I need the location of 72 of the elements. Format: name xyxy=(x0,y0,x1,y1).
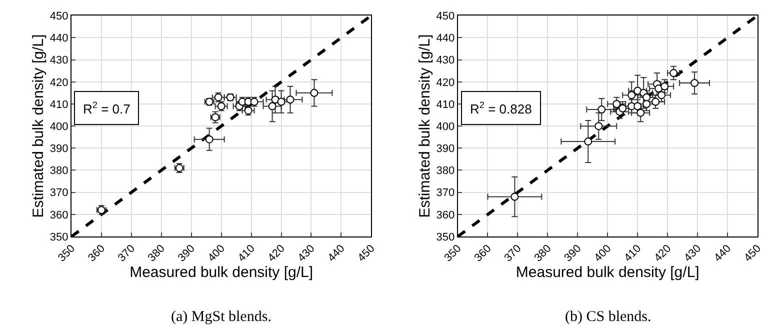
y-axis-title: Estimated bulk density [g/L] xyxy=(416,34,434,218)
x-tick-label: 390 xyxy=(176,242,198,264)
y-axis-title: Estimated bulk density [g/L] xyxy=(30,34,48,218)
x-tick-label: 360 xyxy=(86,242,108,264)
x-tick-label: 390 xyxy=(562,242,584,264)
annotation: R$^{2}$ = 0.7 xyxy=(83,100,130,116)
point xyxy=(634,102,642,110)
point xyxy=(642,93,651,102)
x-axis-title: Measured bulk density [g/L] xyxy=(516,264,700,282)
y-tick-label: 410 xyxy=(50,98,68,111)
x-tick-label: 420 xyxy=(266,242,288,264)
y-tick-label: 450 xyxy=(50,10,68,22)
y-tick-label: 350 xyxy=(50,231,68,244)
x-tick-label: 400 xyxy=(592,242,614,264)
y-tick-label: 440 xyxy=(50,32,68,45)
y-tick-label: 420 xyxy=(436,76,455,89)
point xyxy=(277,98,286,106)
point xyxy=(670,69,678,78)
point xyxy=(205,135,214,144)
point xyxy=(310,88,318,97)
y-tick-label: 360 xyxy=(50,209,68,222)
y-tick-label: 360 xyxy=(436,209,455,222)
point xyxy=(594,122,603,130)
point xyxy=(636,108,645,117)
x-tick-label: 380 xyxy=(532,242,554,264)
y-tick-label: 380 xyxy=(50,165,68,178)
x-tick-label: 430 xyxy=(682,242,704,264)
x-tick-label: 370 xyxy=(502,242,524,264)
point xyxy=(268,102,276,110)
point xyxy=(652,98,660,106)
y-tick-label: 410 xyxy=(436,98,455,111)
y-tick-label: 390 xyxy=(436,143,455,156)
point xyxy=(660,82,669,90)
y-tick-label: 430 xyxy=(436,54,455,67)
x-tick-label: 410 xyxy=(236,242,258,264)
y-tick-label: 380 xyxy=(436,165,455,178)
x-tick-label: 420 xyxy=(652,242,674,264)
text: (b) CS blends. xyxy=(565,309,652,325)
x-tick-label: 440 xyxy=(326,242,348,264)
y-tick-label: 400 xyxy=(50,120,68,133)
point xyxy=(628,91,636,100)
y-tick-label: 370 xyxy=(50,187,68,200)
point xyxy=(612,100,621,108)
y-tick-label: 390 xyxy=(50,143,68,156)
x-tick-label: 400 xyxy=(206,242,228,264)
x-tick-label: 380 xyxy=(146,242,168,264)
y-tick-label: 420 xyxy=(50,76,68,89)
x-tick-label: 450 xyxy=(356,242,378,264)
x-tick-label: 360 xyxy=(472,242,494,264)
point xyxy=(286,96,294,104)
x-tick-label: 450 xyxy=(742,242,764,264)
text: (a) MgSt blends. xyxy=(171,309,272,325)
y-tick-label: 400 xyxy=(436,120,455,133)
point xyxy=(510,192,519,201)
point xyxy=(618,104,627,112)
x-axis-title: Measured bulk density [g/L] xyxy=(130,264,314,282)
x-tick-label: 370 xyxy=(116,242,138,264)
annotation: R$^{2}$ = 0.828 xyxy=(470,100,532,116)
y-tick-label: 440 xyxy=(436,32,455,45)
y-tick-label: 370 xyxy=(436,187,455,200)
x-tick-label: 410 xyxy=(622,242,644,264)
y-tick-label: 350 xyxy=(436,231,455,244)
y-tick-label: 430 xyxy=(50,54,68,67)
x-tick-label: 430 xyxy=(296,242,318,264)
point xyxy=(598,106,606,114)
x-tick-label: 440 xyxy=(712,242,734,264)
point xyxy=(271,96,280,104)
point xyxy=(584,138,592,146)
point xyxy=(690,78,699,87)
point xyxy=(642,100,651,108)
y-tick-label: 450 xyxy=(436,10,455,22)
point xyxy=(658,91,666,100)
